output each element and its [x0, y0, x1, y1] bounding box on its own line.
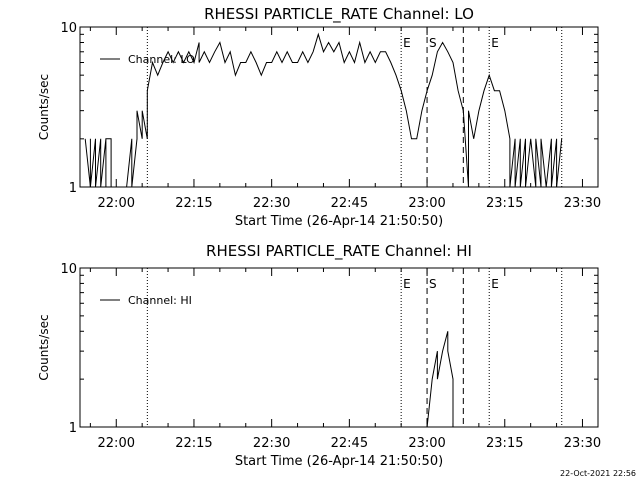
y-axis-label: Counts/sec — [37, 314, 51, 380]
x-tick-label: 22:00 — [98, 196, 135, 211]
x-axis-label: Start Time (26-Apr-14 21:50:50) — [235, 214, 443, 229]
x-tick-label: 23:30 — [564, 436, 601, 451]
event-marker-label: E — [491, 36, 499, 50]
legend-entry-label: Channel: LO — [128, 53, 195, 66]
x-tick-label: 23:30 — [564, 196, 601, 211]
x-tick-label: 22:45 — [331, 436, 368, 451]
event-marker-label: E — [403, 277, 411, 291]
y-tick-label: 1 — [69, 421, 77, 436]
x-tick-label: 23:00 — [408, 436, 445, 451]
x-tick-label: 23:15 — [486, 436, 523, 451]
event-marker-label: S — [429, 36, 437, 50]
x-tick-label: 22:00 — [98, 436, 135, 451]
plot-frame — [79, 26, 599, 188]
plot-frame — [79, 267, 599, 428]
x-tick-label: 23:15 — [486, 196, 523, 211]
event-marker-label: S — [429, 277, 437, 291]
footer-timestamp: 22-Oct-2021 22:56 — [560, 469, 636, 478]
y-tick-label: 10 — [60, 262, 77, 277]
x-tick-label: 23:00 — [408, 196, 445, 211]
chart-panel-lo: RHESSI PARTICLE_RATE Channel: LO 1 10 Count… — [37, 5, 601, 229]
event-marker-label: E — [491, 277, 499, 291]
x-axis-label: Start Time (26-Apr-14 21:50:50) — [235, 454, 443, 469]
chart-panels: RHESSI PARTICLE_RATE Channel: LO 1 10 Count… — [37, 5, 601, 469]
x-tick-label: 22:30 — [253, 436, 290, 451]
series-line-lo — [84, 32, 563, 188]
chart-title: RHESSI PARTICLE_RATE Channel: HI — [206, 242, 472, 261]
y-tick-label: 1 — [69, 181, 77, 196]
x-tick-label: 22:15 — [175, 196, 212, 211]
x-tick-label: 22:45 — [331, 196, 368, 211]
y-tick-label: 10 — [60, 21, 77, 36]
y-axis-label: Counts/sec — [37, 74, 51, 140]
x-tick-label: 22:15 — [175, 436, 212, 451]
legend-entry-label: Channel: HI — [128, 294, 192, 307]
x-tick-label: 22:30 — [253, 196, 290, 211]
series-line-hi — [426, 331, 454, 428]
chart-panel-hi: RHESSI PARTICLE_RATE Channel: HI 1 10 Count… — [37, 242, 601, 469]
chart-title: RHESSI PARTICLE_RATE Channel: LO — [204, 5, 474, 24]
event-marker-label: E — [403, 36, 411, 50]
